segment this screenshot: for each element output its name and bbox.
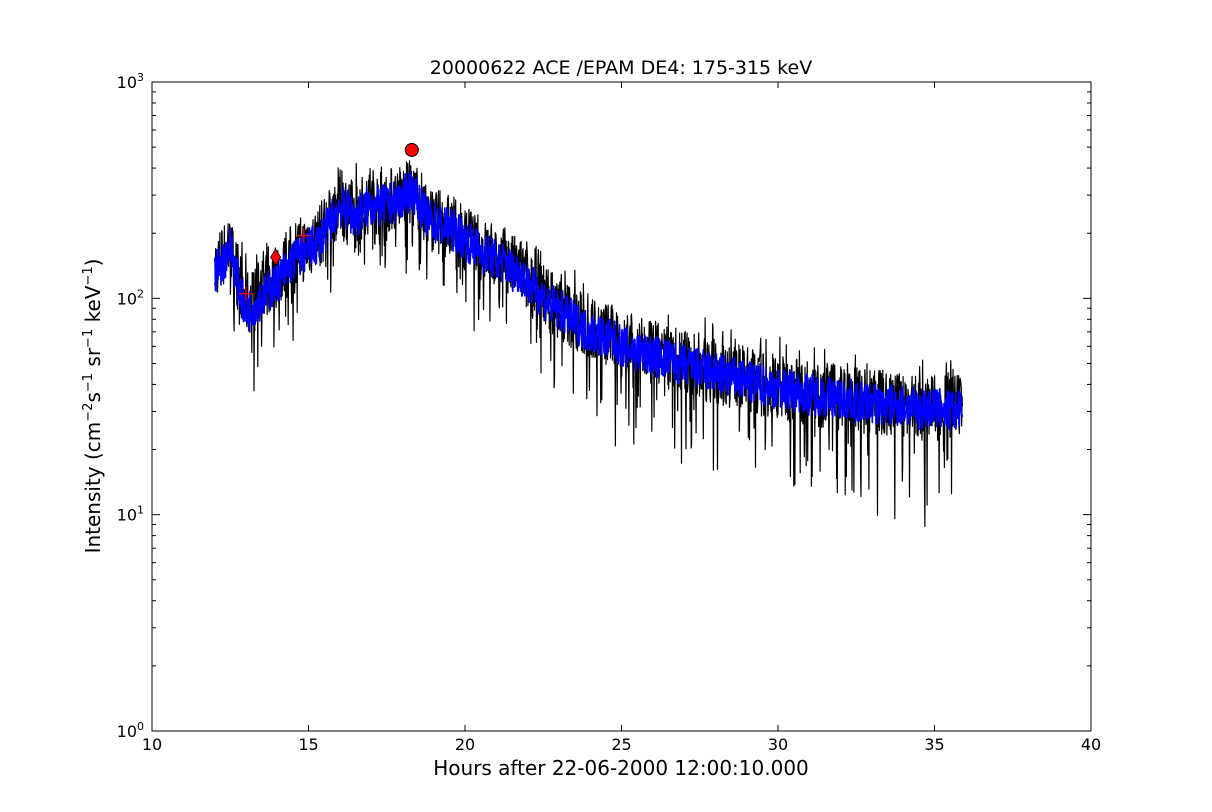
- marker-layer: [238, 142, 419, 301]
- y-tick-label: 102: [117, 287, 144, 308]
- marker-plus: [238, 286, 253, 301]
- x-tick-label: 25: [611, 735, 631, 754]
- y-tick-label: 100: [117, 720, 144, 741]
- x-tick-label: 35: [924, 735, 944, 754]
- x-tick-label: 10: [142, 735, 162, 754]
- marker-circle: [404, 142, 419, 157]
- x-axis: 10 15 20 25 30 35 40: [142, 82, 1101, 754]
- series-smoothed-line: [213, 170, 964, 431]
- chart-title: 20000622 ACE /EPAM DE4: 175-315 keV: [430, 57, 812, 79]
- series-layer: [213, 160, 964, 528]
- y-tick-label: 103: [117, 71, 144, 92]
- y-tick-label: 101: [117, 504, 144, 525]
- x-axis-label: Hours after 22-06-2000 12:00:10.000: [433, 756, 809, 780]
- marker-plus: [296, 228, 311, 243]
- x-tick-label: 30: [768, 735, 788, 754]
- y-axis: 100 101 102 103: [117, 71, 1091, 741]
- x-tick-label: 20: [455, 735, 475, 754]
- x-tick-label: 15: [298, 735, 318, 754]
- y-axis-label: Intensity (cm−2s−1 sr−1 keV−1): [81, 259, 105, 554]
- marker-diamond: [270, 248, 282, 266]
- x-tick-label: 40: [1081, 735, 1101, 754]
